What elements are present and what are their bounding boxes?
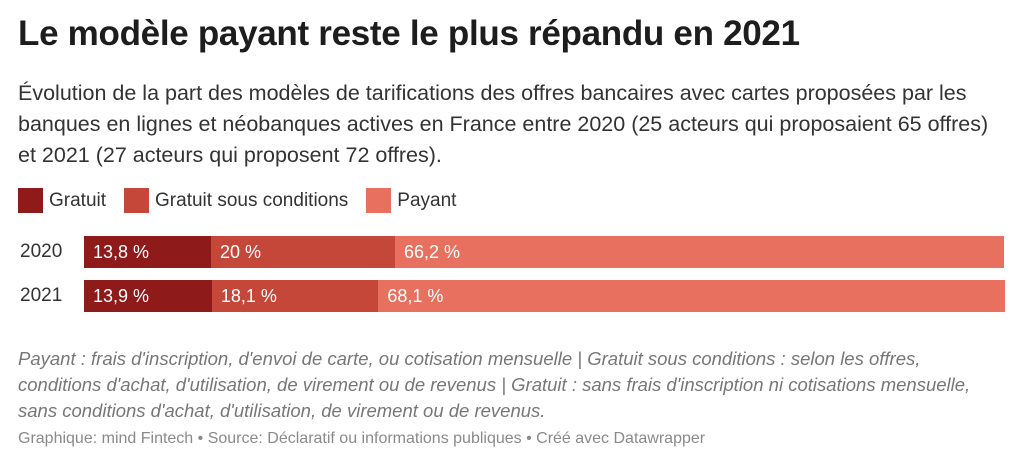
legend-item-gratuit: Gratuit	[18, 188, 106, 213]
bar-row-2021: 13,9 % 18,1 % 68,1 %	[84, 280, 1005, 312]
legend-item-payant: Payant	[366, 188, 456, 213]
chart-notes: Payant : frais d'inscription, d'envoi de…	[18, 348, 971, 421]
legend-swatch-gratuit-sous-conditions	[124, 188, 150, 213]
bar-segment-2020-0	[84, 236, 211, 268]
chart-footer: Graphique: mind Fintech • Source: Déclar…	[18, 430, 706, 447]
data-label-2020-0: 13,8 %	[93, 242, 150, 262]
row-label-2020: 2020	[20, 241, 63, 262]
bar-segment-2021-1	[211, 280, 379, 312]
row-label-2021: 2021	[20, 285, 63, 306]
bar-segment-2020-1	[210, 236, 395, 268]
data-label-2021-1: 18,1 %	[220, 286, 277, 306]
legend-swatch-gratuit	[18, 188, 43, 213]
bar-segment-2021-0	[84, 280, 212, 312]
legend-label-gratuit: Gratuit	[49, 189, 107, 211]
data-label-2021-2: 68,1 %	[387, 286, 444, 306]
legend: Gratuit Gratuit sous conditions Payant	[18, 188, 474, 213]
chart-subtitle: Évolution de la part des modèles de tari…	[18, 81, 989, 167]
legend-label-gratuit-sous-conditions: Gratuit sous conditions	[155, 189, 349, 211]
data-label-2020-1: 20 %	[219, 242, 261, 262]
stacked-bar-chart: 2020 13,8 % 20 % 66,2 % 2021 13,9 % 18,1 % 68,1…	[0, 232, 1024, 312]
data-label-2021-0: 13,9 %	[93, 286, 150, 306]
legend-item-gratuit-sous-conditions: Gratuit sous conditions	[124, 188, 348, 213]
data-label-2020-2: 66,2 %	[403, 242, 460, 262]
legend-label-payant: Payant	[397, 189, 457, 211]
bar-segment-2021-2	[378, 280, 1005, 312]
bar-segment-2020-2	[394, 236, 1004, 268]
bar-row-2020: 13,8 % 20 % 66,2 %	[84, 236, 1004, 268]
chart-title: Le modèle payant reste le plus répandu e…	[18, 14, 800, 53]
legend-swatch-payant	[366, 188, 392, 213]
